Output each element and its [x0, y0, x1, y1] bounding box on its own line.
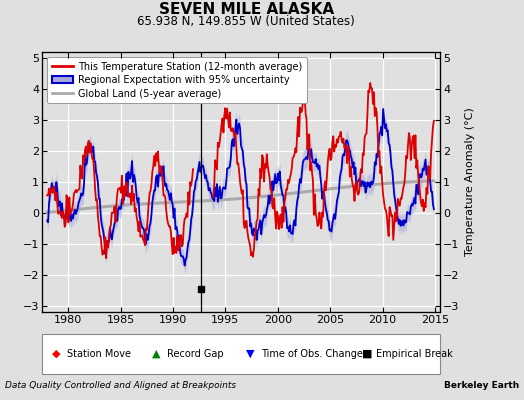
Text: Empirical Break: Empirical Break — [376, 349, 453, 359]
Text: Berkeley Earth: Berkeley Earth — [443, 381, 519, 390]
Text: ▼: ▼ — [246, 349, 255, 359]
Text: Record Gap: Record Gap — [167, 349, 223, 359]
Text: ■: ■ — [362, 349, 372, 359]
Text: ▲: ▲ — [152, 349, 160, 359]
Text: ◆: ◆ — [52, 349, 61, 359]
Text: 65.938 N, 149.855 W (United States): 65.938 N, 149.855 W (United States) — [137, 15, 355, 28]
Text: SEVEN MILE ALASKA: SEVEN MILE ALASKA — [159, 2, 334, 17]
Legend: This Temperature Station (12-month average), Regional Expectation with 95% uncer: This Temperature Station (12-month avera… — [47, 57, 307, 103]
Y-axis label: Temperature Anomaly (°C): Temperature Anomaly (°C) — [465, 108, 475, 256]
Text: Time of Obs. Change: Time of Obs. Change — [261, 349, 363, 359]
Text: Station Move: Station Move — [67, 349, 131, 359]
Text: Data Quality Controlled and Aligned at Breakpoints: Data Quality Controlled and Aligned at B… — [5, 381, 236, 390]
